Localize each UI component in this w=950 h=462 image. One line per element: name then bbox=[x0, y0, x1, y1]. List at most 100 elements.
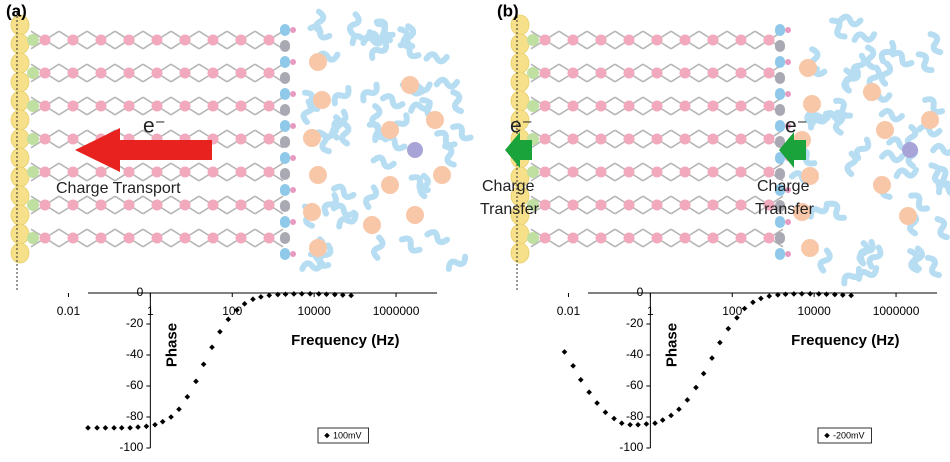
solvent bbox=[363, 184, 380, 211]
head-group bbox=[67, 166, 79, 178]
head-group bbox=[735, 34, 747, 46]
head-group bbox=[679, 67, 691, 79]
terminal-dot bbox=[785, 187, 791, 193]
head-group bbox=[707, 166, 719, 178]
head-group bbox=[679, 100, 691, 112]
terminal-group bbox=[280, 168, 290, 180]
head-group bbox=[207, 232, 219, 244]
solvent bbox=[889, 49, 915, 68]
terminal-dot bbox=[290, 155, 296, 161]
y-tick-label: -40 bbox=[626, 347, 644, 361]
terminal-group bbox=[280, 120, 290, 132]
head-group bbox=[235, 232, 247, 244]
terminal-group bbox=[280, 184, 290, 196]
y-tick-label: -60 bbox=[626, 378, 644, 392]
terminal-dot bbox=[785, 251, 791, 257]
electrode-atom bbox=[10, 109, 30, 131]
data-point bbox=[225, 316, 232, 323]
data-point bbox=[275, 291, 281, 298]
solvent bbox=[307, 23, 333, 41]
x-tick-label: 10000 bbox=[797, 304, 831, 318]
ion bbox=[406, 206, 424, 224]
ion bbox=[303, 203, 321, 221]
head-group bbox=[707, 100, 719, 112]
head-group bbox=[67, 100, 79, 112]
terminal-group bbox=[775, 56, 785, 68]
solvent bbox=[878, 39, 897, 65]
head-group bbox=[707, 67, 719, 79]
anchor-group bbox=[27, 67, 39, 79]
head-group bbox=[539, 199, 551, 211]
head-group bbox=[539, 34, 551, 46]
ion bbox=[803, 95, 821, 113]
head-group bbox=[735, 199, 747, 211]
head-group bbox=[595, 100, 607, 112]
head-group bbox=[39, 100, 51, 112]
head-group bbox=[567, 133, 579, 145]
x-tick-label: 10000 bbox=[297, 304, 331, 318]
data-point bbox=[741, 305, 748, 312]
data-point bbox=[816, 291, 822, 297]
head-group bbox=[263, 133, 275, 145]
data-point bbox=[652, 420, 658, 426]
terminal-group bbox=[280, 136, 290, 148]
head-group bbox=[763, 67, 775, 79]
data-point bbox=[339, 292, 346, 298]
charts: 0.01 1 100 10000 1000000 0 -20 -40 -60 -80 -100 Fre… bbox=[57, 285, 937, 454]
head-group bbox=[151, 166, 163, 178]
y-tick-label: 0 bbox=[637, 285, 644, 299]
head-group bbox=[763, 232, 775, 244]
head-group bbox=[123, 100, 135, 112]
solvent bbox=[369, 103, 383, 130]
head-group bbox=[735, 100, 747, 112]
head-group bbox=[679, 199, 691, 211]
head-group bbox=[651, 100, 663, 112]
electrode-atom bbox=[10, 204, 30, 226]
x-tick-label: 0.01 bbox=[557, 304, 581, 318]
solvent bbox=[853, 136, 872, 162]
data-point bbox=[700, 370, 707, 377]
data-point bbox=[143, 423, 150, 430]
x-tick-label: 1 bbox=[147, 304, 154, 318]
ion bbox=[426, 111, 444, 129]
head-group bbox=[39, 199, 51, 211]
solvent bbox=[398, 235, 423, 254]
ion bbox=[313, 91, 331, 109]
head-group bbox=[707, 34, 719, 46]
head-group bbox=[263, 232, 275, 244]
data-point bbox=[217, 328, 223, 335]
head-group bbox=[567, 67, 579, 79]
ion bbox=[401, 76, 419, 94]
head-group bbox=[707, 199, 719, 211]
y-tick-label: -100 bbox=[619, 440, 643, 454]
data-point bbox=[659, 417, 666, 423]
data-point bbox=[791, 291, 797, 297]
ion bbox=[793, 203, 811, 221]
legend-marker bbox=[324, 432, 330, 439]
ion bbox=[801, 167, 819, 185]
head-group bbox=[679, 133, 691, 145]
solvent bbox=[879, 149, 906, 164]
terminal-dot bbox=[290, 91, 296, 97]
ion bbox=[899, 207, 917, 225]
terminal-dot bbox=[785, 91, 791, 97]
head-group bbox=[595, 67, 607, 79]
data-point bbox=[570, 363, 576, 369]
terminal-dot bbox=[290, 219, 296, 225]
terminal-dot bbox=[290, 187, 296, 193]
head-group bbox=[67, 67, 79, 79]
data-point bbox=[848, 292, 854, 299]
data-point bbox=[807, 290, 813, 297]
y-axis-title: Phase bbox=[163, 323, 180, 367]
head-group bbox=[235, 199, 247, 211]
head-group bbox=[263, 100, 275, 112]
electrode-atom bbox=[10, 33, 30, 55]
anchor-group bbox=[527, 232, 539, 244]
head-group bbox=[651, 67, 663, 79]
head-group bbox=[151, 232, 163, 244]
solvent bbox=[321, 192, 339, 217]
y-tick-label: 0 bbox=[137, 285, 144, 299]
data-point bbox=[839, 292, 846, 298]
x-tick-label: 0.01 bbox=[57, 304, 81, 318]
transport-arrow bbox=[75, 128, 212, 172]
